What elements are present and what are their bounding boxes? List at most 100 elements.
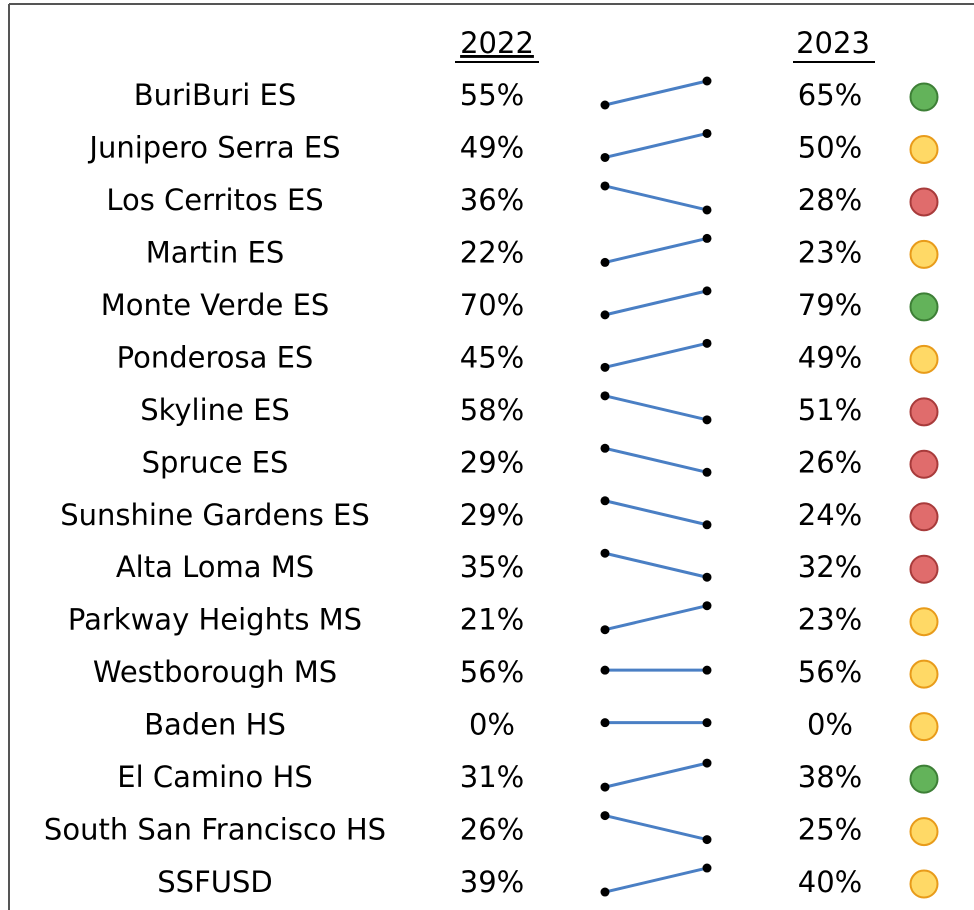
sparkline-point: [600, 887, 610, 897]
sparkline-point: [702, 205, 712, 215]
sparkline: [604, 289, 708, 317]
value-2023: 51%: [798, 393, 862, 427]
sparkline: [604, 394, 708, 422]
status-indicator: [909, 82, 939, 112]
sparkline: [604, 761, 708, 789]
sparkline-point: [600, 782, 610, 792]
status-indicator: [909, 659, 939, 689]
sparkline: [604, 814, 708, 842]
value-2022: 55%: [460, 78, 524, 112]
sparkline-point: [702, 665, 712, 675]
sparkline: [604, 184, 708, 212]
sparkline-point: [702, 601, 712, 611]
value-2023: 49%: [798, 340, 862, 374]
status-indicator: [909, 712, 939, 742]
value-2022: 0%: [469, 708, 515, 742]
value-2023: 79%: [798, 288, 862, 322]
sparkline-point: [600, 811, 610, 821]
sparkline-point: [600, 391, 610, 401]
school-name: Spruce ES: [142, 445, 289, 479]
status-indicator: [909, 607, 939, 637]
school-name: El Camino HS: [117, 760, 312, 794]
status-indicator: [909, 554, 939, 584]
school-name: Westborough MS: [93, 655, 337, 689]
school-name: Alta Loma MS: [116, 550, 314, 584]
sparkline-point: [702, 520, 712, 530]
value-2022: 21%: [460, 603, 524, 637]
school-name: Los Cerritos ES: [106, 183, 323, 217]
school-name: Skyline ES: [140, 393, 290, 427]
sparkline-point: [600, 625, 610, 635]
value-2022: 22%: [460, 235, 524, 269]
sparkline-point: [600, 443, 610, 453]
school-name: BuriBuri ES: [134, 78, 296, 112]
school-name: Parkway Heights MS: [68, 603, 362, 637]
value-2022: 35%: [460, 550, 524, 584]
sparkline-point: [600, 665, 610, 675]
value-2023: 50%: [798, 130, 862, 164]
school-name: South San Francisco HS: [44, 813, 386, 847]
header-2023: 2023: [796, 26, 870, 60]
sparkline-point: [702, 128, 712, 138]
value-2023: 32%: [798, 550, 862, 584]
school-name: Baden HS: [144, 708, 286, 742]
sparkline-point: [600, 257, 610, 267]
value-2023: 24%: [798, 498, 862, 532]
school-name: Ponderosa ES: [117, 340, 314, 374]
value-2023: 56%: [798, 655, 862, 689]
value-2022: 26%: [460, 813, 524, 847]
status-indicator: [909, 449, 939, 479]
school-name: Monte Verde ES: [101, 288, 330, 322]
sparkline-point: [600, 181, 610, 191]
sparkline: [604, 604, 708, 632]
sparkline-point: [600, 310, 610, 320]
sparkline-point: [600, 100, 610, 110]
sparkline-point: [702, 863, 712, 873]
sparkline: [604, 236, 708, 264]
header-2022: 2022: [460, 26, 534, 60]
sparkline-point: [600, 548, 610, 558]
status-indicator: [909, 344, 939, 374]
status-indicator: [909, 869, 939, 899]
value-2023: 23%: [798, 235, 862, 269]
sparkline-point: [702, 467, 712, 477]
sparkline: [604, 79, 708, 107]
value-2022: 31%: [460, 760, 524, 794]
sparkline-point: [702, 835, 712, 845]
value-2023: 38%: [798, 760, 862, 794]
sparkline-point: [702, 758, 712, 768]
sparkline-point: [600, 718, 610, 728]
sparkline: [604, 446, 708, 474]
school-name: Martin ES: [146, 235, 284, 269]
sparkline: [604, 551, 708, 579]
sparkline-point: [600, 496, 610, 506]
value-2022: 36%: [460, 183, 524, 217]
sparkline: [604, 341, 708, 369]
value-2023: 23%: [798, 603, 862, 637]
status-indicator: [909, 134, 939, 164]
sparkline-point: [702, 286, 712, 296]
value-2023: 26%: [798, 445, 862, 479]
value-2022: 39%: [460, 865, 524, 899]
sparkline-point: [702, 338, 712, 348]
status-indicator: [909, 187, 939, 217]
value-2023: 65%: [798, 78, 862, 112]
value-2022: 58%: [460, 393, 524, 427]
value-2022: 56%: [460, 655, 524, 689]
sparkline: [604, 499, 708, 527]
sparkline-point: [702, 233, 712, 243]
value-2022: 29%: [460, 498, 524, 532]
value-2022: 45%: [460, 340, 524, 374]
status-indicator: [909, 239, 939, 269]
sparkline-point: [600, 152, 610, 162]
value-2023: 40%: [798, 865, 862, 899]
status-indicator: [909, 397, 939, 427]
status-indicator: [909, 292, 939, 322]
value-2023: 28%: [798, 183, 862, 217]
status-indicator: [909, 764, 939, 794]
sparkline-point: [600, 362, 610, 372]
sparkline-point: [702, 76, 712, 86]
sparkline: [604, 132, 708, 159]
